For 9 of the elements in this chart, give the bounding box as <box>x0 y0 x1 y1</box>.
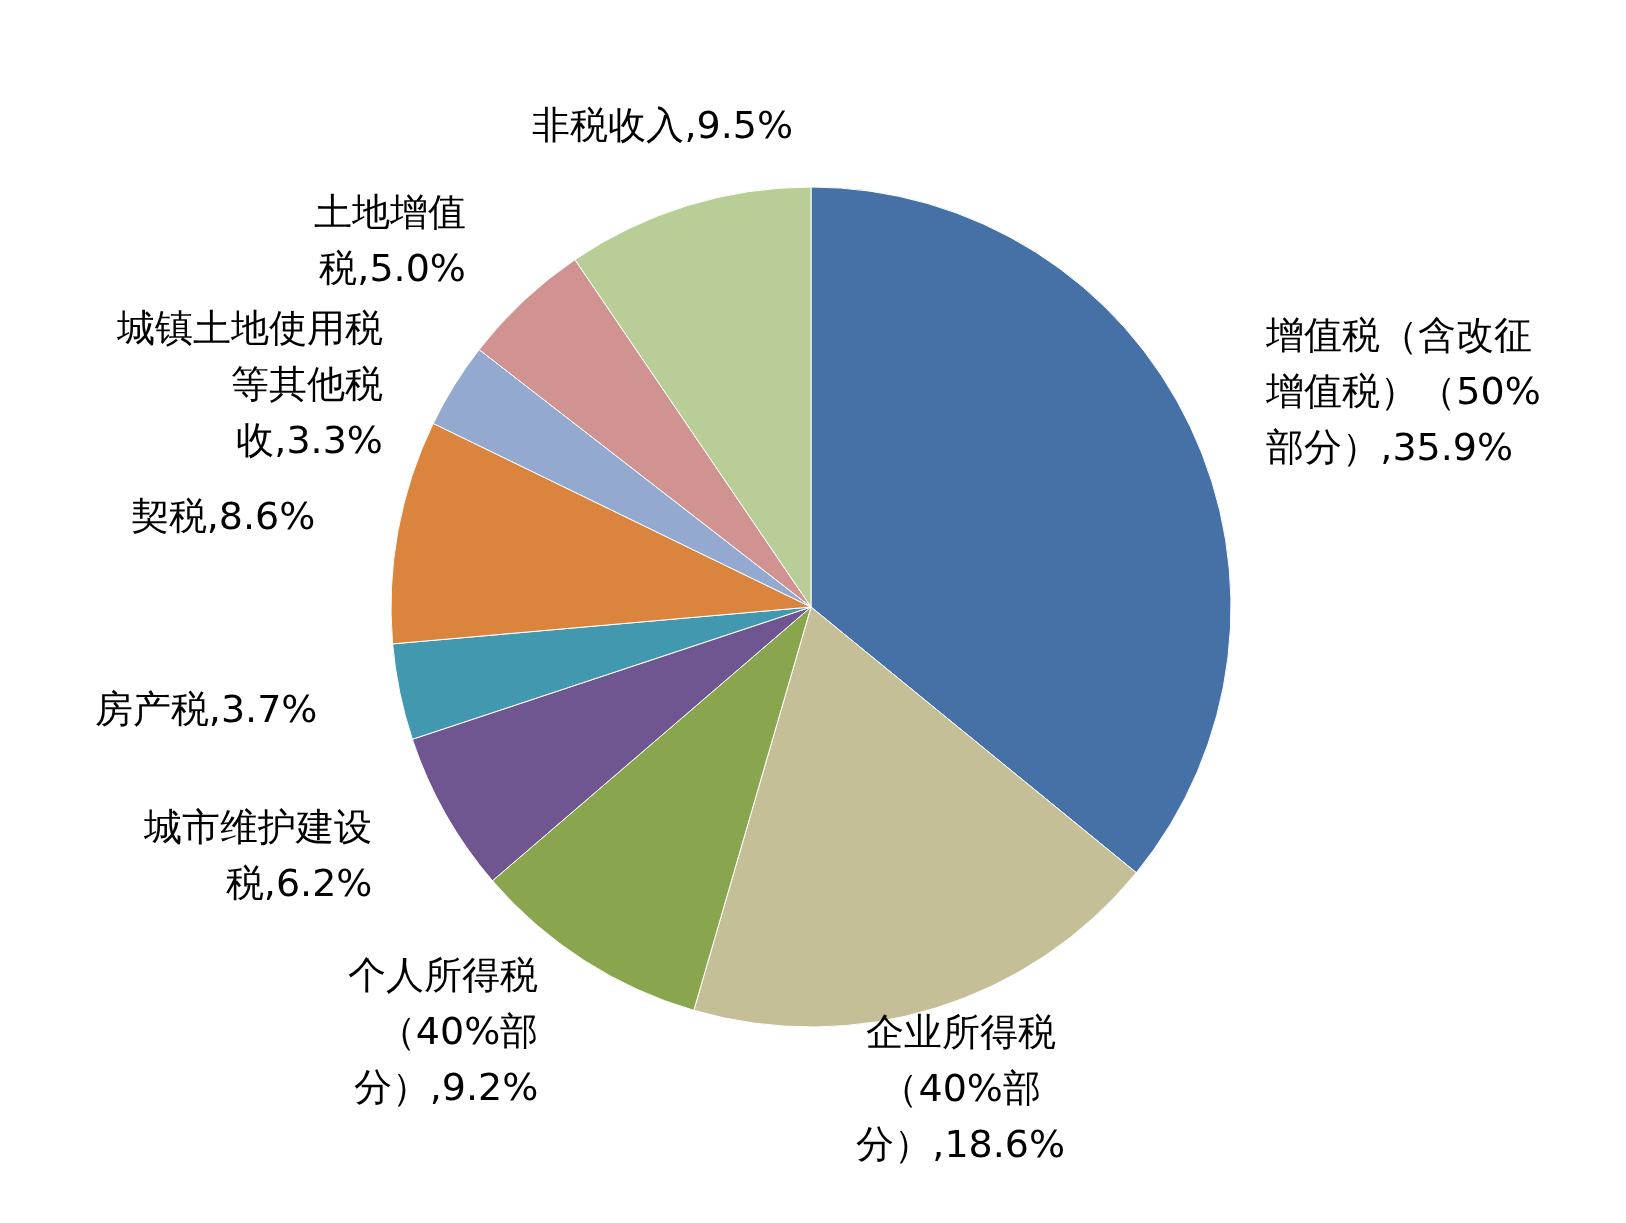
slice-label: 土地增值税,5.0% <box>313 188 466 292</box>
slice-label: 房产税,3.7% <box>93 686 318 734</box>
slice-label: 城镇土地使用税等其他税收,3.3% <box>115 304 383 464</box>
slice-label: 城市维护建设税,6.2% <box>143 804 373 908</box>
slice-label: 非税收入,9.5% <box>531 102 795 150</box>
slice-label: 契税,8.6% <box>129 492 316 540</box>
slice-label: 企业所得税（40%部分）,18.6% <box>855 1009 1067 1169</box>
slice-label: 个人所得税（40%部分）,9.2% <box>347 951 539 1111</box>
slice-label: 增值税（含改征增值税）（50%部分）,35.9% <box>1266 311 1542 471</box>
